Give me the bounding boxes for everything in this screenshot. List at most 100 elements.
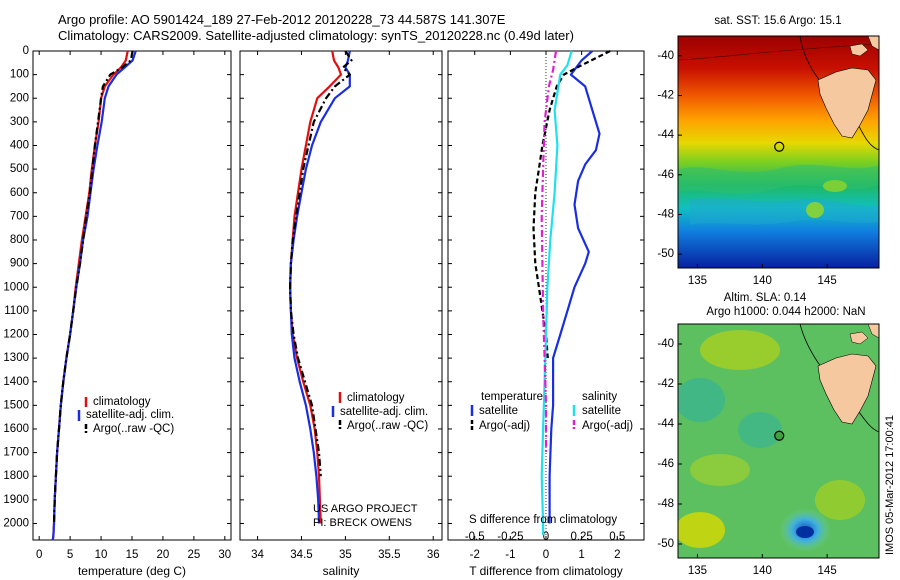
sla-map-subtitle: Argo h1000: 0.044 h2000: NaN xyxy=(706,306,865,318)
sla-map-panel: Altim. SLA: 0.14 Argo h1000: 0.044 h2000… xyxy=(657,292,896,577)
y-tick-label: 200 xyxy=(10,92,29,104)
x-tick-label: 0 xyxy=(543,549,549,561)
y-tick-label: 1100 xyxy=(4,305,29,317)
legend-title-temperature: temperature xyxy=(481,391,543,403)
map-x-tick-label: 140 xyxy=(753,565,772,577)
salinity-legend: climatology satellite-adj. clim. Argo(..… xyxy=(313,392,428,529)
x-axis-label: temperature (deg C) xyxy=(78,564,186,578)
map-y-tick-label: -44 xyxy=(657,418,674,430)
x-tick-label: 35.5 xyxy=(378,549,400,561)
map-y-tick-label: -46 xyxy=(657,458,674,470)
legend-label-t-argo: Argo(-adj) xyxy=(479,420,530,432)
y-tick-label: 500 xyxy=(10,163,29,175)
x-tick-label: 1 xyxy=(578,549,584,561)
temperature-panel: 0100200300400500600700800900100011001200… xyxy=(3,45,232,578)
legend-label-argo: Argo(..raw -QC) xyxy=(93,423,174,435)
pi-credit: PI: BRECK OWENS xyxy=(313,517,412,529)
y-tick-label: 600 xyxy=(10,187,29,199)
y-tick-label: 1200 xyxy=(3,329,29,341)
map-x-tick-label: 135 xyxy=(688,275,707,287)
sla-map-title: Altim. SLA: 0.14 xyxy=(724,292,807,304)
map-y-tick-label: -48 xyxy=(657,208,674,220)
figure-title-line1: Argo profile: AO 5901424_189 27-Feb-2012… xyxy=(58,12,506,27)
x-tick-label: 5 xyxy=(67,549,73,561)
map-x-tick-label: 145 xyxy=(818,565,837,577)
legend-label-satellite: satellite-adj. clim. xyxy=(340,406,428,418)
x-tick-label: 2 xyxy=(614,549,620,561)
map-x-tick-label: 145 xyxy=(818,275,837,287)
legend-label-t-satellite: satellite xyxy=(479,405,518,417)
x-tick-label: -1 xyxy=(505,549,515,561)
x-axis-label: T difference from climatology xyxy=(469,564,623,578)
y-tick-label: 1900 xyxy=(3,494,29,506)
x-tick-label: 35 xyxy=(339,549,352,561)
x-tick-label: 30 xyxy=(218,549,231,561)
map-x-tick-label: 135 xyxy=(688,565,707,577)
map-y-tick-label: -50 xyxy=(657,248,674,260)
y-tick-label: 800 xyxy=(10,234,29,246)
sst-map-panel: sat. SST: 15.6 Argo: 15.1 135 140 145 -40 -4… xyxy=(657,15,880,287)
salinity-panel: 34 34.5 35 35.5 36 salinity xyxy=(239,50,443,578)
series-line-satellite xyxy=(548,50,601,524)
x-tick-label-s: 0.5 xyxy=(609,531,625,543)
map-y-tick-label: -46 xyxy=(657,169,674,181)
map-y-tick-label: -48 xyxy=(657,498,674,510)
y-tick-label: 400 xyxy=(10,140,29,152)
series-line-satellite-adj-clim- xyxy=(289,50,351,524)
difference-legend: temperature salinity satellite Argo(-adj… xyxy=(469,391,633,526)
tasmania-landmass xyxy=(817,353,877,425)
x-tick-label: 25 xyxy=(187,549,200,561)
legend-label-s-satellite: satellite xyxy=(582,405,621,417)
y-tick-label: 1800 xyxy=(3,470,29,482)
series-line-satellite xyxy=(540,50,573,536)
map-y-tick-label: -42 xyxy=(657,90,674,102)
sst-map-title: sat. SST: 15.6 Argo: 15.1 xyxy=(714,15,841,27)
y-tick-label: 1500 xyxy=(3,399,29,411)
map-y-tick-label: -40 xyxy=(657,50,674,62)
map-y-tick-label: -40 xyxy=(657,338,674,350)
series-line-argo-raw-qc- xyxy=(52,50,134,524)
imos-timestamp: IMOS 05-Mar-2012 17:00:41 xyxy=(884,415,896,555)
series-line-argo-adj- xyxy=(532,50,611,359)
x-tick-label-s: -0.25 xyxy=(497,531,523,543)
y-tick-label: 1300 xyxy=(3,352,29,364)
temperature-legend: climatology satellite-adj. clim. Argo(..… xyxy=(77,396,174,435)
argo-float-marker xyxy=(774,141,785,152)
map-y-tick-label: -42 xyxy=(657,378,674,390)
argo-float-marker xyxy=(774,430,785,441)
x-tick-label-s: 0 xyxy=(543,531,549,543)
legend-label-climatology: climatology xyxy=(347,392,405,404)
plot-frame xyxy=(32,50,232,541)
x-tick-label: 36 xyxy=(427,549,440,561)
x-axis-label: salinity xyxy=(323,564,360,578)
y-tick-label: 1600 xyxy=(3,423,29,435)
x-tick-label: 34 xyxy=(251,549,264,561)
s-difference-label: S difference from climatology xyxy=(469,514,617,526)
y-tick-label: 300 xyxy=(10,116,29,128)
y-tick-label: 1700 xyxy=(3,447,29,459)
y-tick-label: 1400 xyxy=(3,376,29,388)
y-tick-label: 100 xyxy=(10,69,29,81)
figure-title-line2: Climatology: CARS2009. Satellite-adjuste… xyxy=(58,28,574,43)
x-tick-label-s: -0.5 xyxy=(465,531,485,543)
project-credit: US ARGO PROJECT xyxy=(313,503,418,515)
x-tick-label: -2 xyxy=(470,549,480,561)
legend-label-argo: Argo(..raw -QC) xyxy=(347,420,428,432)
x-tick-label: 20 xyxy=(157,549,170,561)
y-tick-label: 0 xyxy=(23,45,29,57)
legend-label-satellite: satellite-adj. clim. xyxy=(86,409,174,421)
x-tick-label: 34.5 xyxy=(290,549,312,561)
x-tick-label: 10 xyxy=(95,549,108,561)
difference-panel: -2 -1 0 1 2 -0.5 -0.25 0 0.25 0.5 T difference fro… xyxy=(447,50,645,578)
map-x-tick-label: 140 xyxy=(753,275,772,287)
series-line-argo-raw-qc- xyxy=(289,50,353,477)
y-tick-label: 2000 xyxy=(3,517,29,529)
plot-frame xyxy=(239,50,443,541)
legend-label-s-argo: Argo(-adj) xyxy=(582,420,633,432)
legend-label-climatology: climatology xyxy=(93,396,151,408)
x-tick-label: 15 xyxy=(126,549,139,561)
y-tick-label: 700 xyxy=(10,210,29,222)
x-tick-label: 0 xyxy=(36,549,42,561)
legend-title-salinity: salinity xyxy=(582,391,617,403)
